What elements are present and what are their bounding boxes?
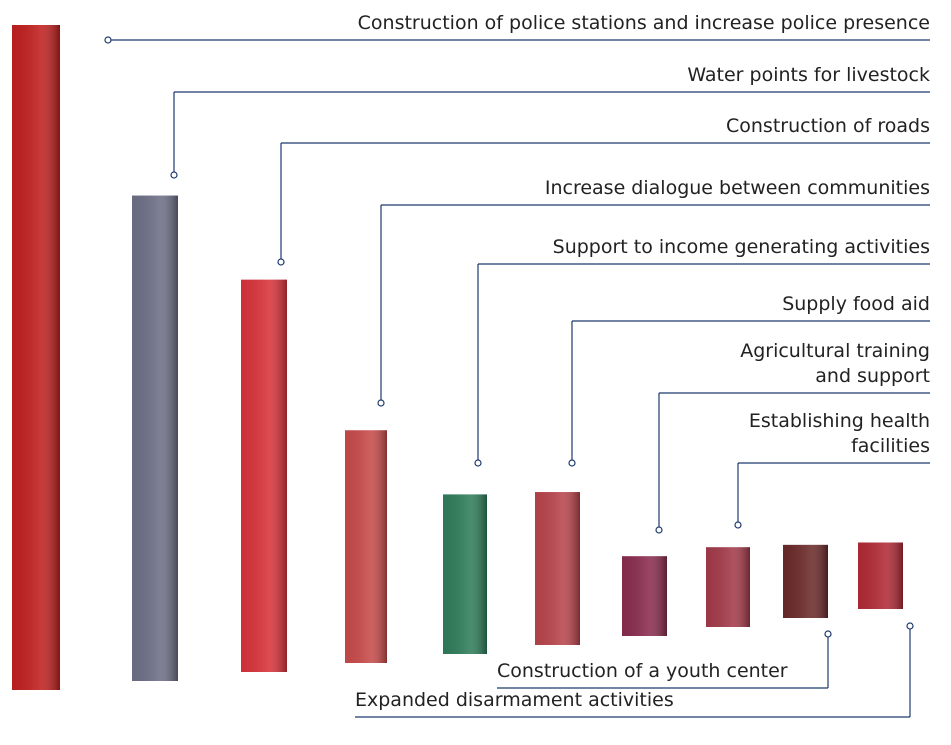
bar-shade [783, 545, 828, 618]
bar-shade [858, 543, 903, 610]
leader-dot [378, 400, 384, 406]
category-label: Expanded disarmament activities [355, 688, 674, 713]
leader-dot [475, 460, 481, 466]
leader-dot [105, 37, 111, 43]
leader-dot [278, 259, 284, 265]
category-label: Establishing health facilities [749, 409, 930, 459]
category-label: Construction of police stations and incr… [358, 11, 930, 36]
bar-shade [622, 556, 667, 636]
leader-dot [656, 527, 662, 533]
bar-shade [241, 280, 287, 672]
leader-dot [825, 631, 831, 637]
category-label: Water points for livestock [687, 63, 930, 88]
leader-dot [569, 460, 575, 466]
category-label: Support to income generating activities [553, 235, 930, 260]
bar-shade [443, 494, 487, 654]
infographic: Construction of police stations and incr… [0, 0, 951, 745]
bar-shade [132, 196, 178, 681]
leader-dot [735, 522, 741, 528]
category-label: Construction of roads [726, 114, 930, 139]
category-label: Increase dialogue between communities [545, 176, 930, 201]
leader-dot [171, 172, 177, 178]
bar-shade [535, 492, 580, 645]
category-label: Supply food aid [782, 292, 930, 317]
category-label: Construction of a youth center [497, 659, 788, 684]
leader-dot [907, 623, 913, 629]
bar-shade [345, 430, 387, 663]
bar-shade [12, 25, 60, 690]
category-label: Agricultural training and support [740, 339, 930, 389]
bar-shade [706, 547, 750, 627]
